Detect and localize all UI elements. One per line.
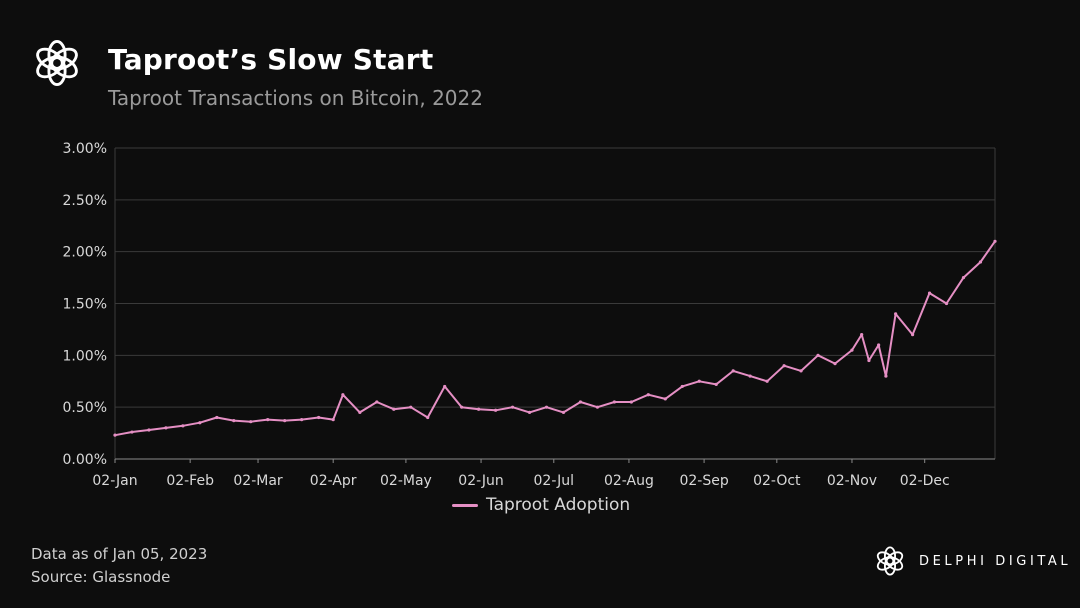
data-point (477, 407, 481, 411)
data-point (113, 433, 117, 437)
x-tick-label: 02-Feb (166, 473, 214, 489)
data-point (961, 275, 966, 280)
chart-subtitle: Taproot Transactions on Bitcoin, 2022 (108, 86, 483, 110)
data-point (426, 415, 430, 420)
data-point (910, 333, 915, 337)
data-point (181, 424, 185, 428)
data-point (731, 369, 735, 373)
y-tick-label: 3.00% (63, 141, 107, 157)
data-point (799, 369, 803, 373)
data-point (816, 353, 820, 357)
data-point (460, 405, 464, 409)
data-point (544, 405, 549, 409)
data-point (867, 358, 871, 363)
data-point (215, 415, 219, 420)
data-point (860, 333, 864, 337)
y-tick-label: 1.50% (63, 297, 107, 313)
data-point (443, 384, 447, 389)
brand-name: DELPHI DIGITAL (919, 553, 1072, 569)
data-point (833, 362, 837, 366)
data-point (409, 405, 413, 409)
data-point (317, 415, 321, 420)
source-note: Source: Glassnode (31, 568, 171, 586)
data-point (198, 421, 202, 425)
data-point (578, 400, 583, 404)
data-point (629, 400, 633, 404)
data-point (331, 418, 335, 422)
legend-swatch (452, 503, 478, 507)
delphi-logo-icon (36, 39, 78, 87)
y-tick-label: 0.00% (63, 452, 107, 468)
data-point (358, 410, 362, 414)
x-tick-label: 02-Nov (827, 473, 877, 489)
data-point (850, 348, 854, 352)
data-point (714, 382, 718, 386)
data-point (595, 405, 600, 409)
data-point (375, 400, 379, 404)
data-point (884, 374, 888, 378)
data-point (978, 260, 983, 264)
data-point (612, 400, 616, 404)
x-tick-label: 02-Mar (233, 473, 283, 489)
x-tick-label: 02-Aug (604, 473, 654, 489)
data-point (877, 343, 881, 347)
x-tick-label: 02-Dec (900, 473, 950, 489)
data-point (646, 393, 650, 397)
data-date-note: Data as of Jan 05, 2023 (31, 545, 208, 563)
data-point (392, 407, 396, 411)
data-point (510, 405, 515, 409)
data-point (748, 374, 752, 378)
data-point (130, 430, 134, 434)
data-point (927, 291, 932, 295)
x-tick-label: 02-May (380, 473, 432, 489)
brand-mark: DELPHI DIGITAL (873, 544, 1071, 578)
data-point (147, 428, 151, 432)
data-point (663, 397, 667, 401)
x-tick-label: 02-Oct (753, 473, 801, 489)
y-tick-label: 1.00% (63, 348, 107, 364)
data-point (782, 364, 786, 368)
series-line (114, 240, 996, 437)
x-tick-label: 02-Jun (458, 473, 504, 489)
data-point (993, 239, 997, 243)
data-point (765, 379, 769, 383)
data-point (697, 379, 701, 383)
legend-label: Taproot Adoption (486, 495, 631, 515)
data-point (944, 301, 949, 306)
data-point (283, 419, 287, 423)
data-point (527, 410, 532, 414)
data-point (680, 384, 684, 389)
data-point (300, 418, 304, 422)
data-point (232, 419, 236, 423)
x-tick-label: 02-Sep (679, 473, 728, 489)
delphi-flower-logo-icon (876, 546, 904, 576)
data-point (266, 418, 270, 422)
data-point (561, 410, 566, 414)
chart-legend: Taproot Adoption (452, 495, 630, 515)
y-tick-label: 2.00% (63, 245, 107, 261)
chart-title: Taproot’s Slow Start (108, 43, 434, 76)
data-point (494, 408, 498, 412)
y-tick-label: 2.50% (63, 193, 107, 209)
y-tick-label: 0.50% (63, 400, 107, 416)
x-tick-label: 02-Apr (310, 473, 357, 489)
x-tick-label: 02-Jan (92, 473, 137, 489)
x-tick-label: 02-Jul (534, 473, 575, 489)
data-point (341, 393, 345, 397)
data-point (164, 426, 168, 430)
data-point (249, 420, 253, 424)
data-point (894, 312, 898, 316)
